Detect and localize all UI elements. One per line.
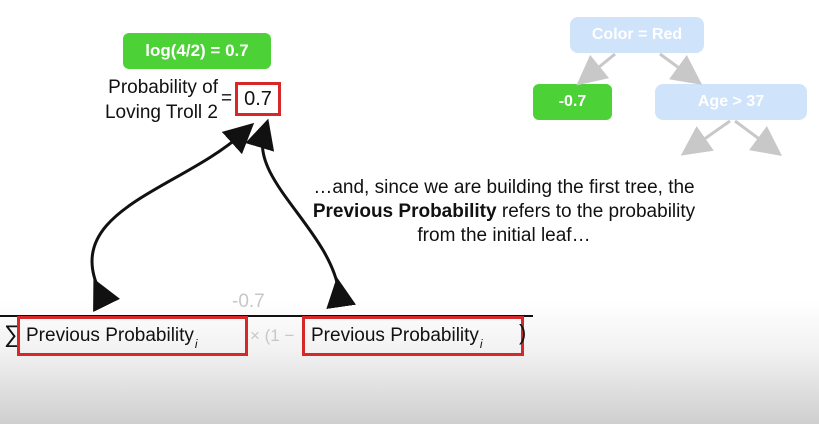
tree-branch-right-arrow — [659, 52, 703, 85]
tree-age-node: Age > 37 — [655, 84, 807, 120]
equals-sign: = — [221, 88, 233, 109]
sum-symbol: ∑ — [4, 321, 22, 348]
term-left-subscript: i — [194, 337, 198, 351]
tree-root-node: Color = Red — [570, 17, 704, 53]
term-right-subscript: i — [479, 337, 483, 351]
fraction-bar — [0, 315, 533, 317]
caption-part2: refers to the probability from the initi… — [417, 201, 696, 246]
curved-arrow-left — [90, 122, 255, 313]
probability-label-line2: Loving Troll 2 — [104, 102, 218, 123]
faded-multiplier: × (1 − — [250, 326, 295, 345]
tree-leaf-value: -0.7 — [533, 84, 612, 120]
term-left-text: Previous Probability — [26, 325, 194, 346]
tree-branch-left-arrow — [576, 52, 616, 86]
term-right-text: Previous Probability — [311, 325, 479, 346]
closing-paren: ) — [519, 320, 527, 345]
probability-label-line1: Probability of — [108, 77, 218, 98]
previous-probability-term-left: Previous Probability i — [17, 316, 248, 356]
log-odds-badge: log(4/2) = 0.7 — [123, 33, 271, 69]
age-branch-left-arrow — [680, 119, 731, 156]
curved-arrow-right — [245, 118, 357, 310]
caption-bold-term: Previous Probability — [312, 201, 497, 222]
caption-part1: …and, since we are building the first tr… — [313, 177, 695, 198]
age-branch-right-arrow — [734, 119, 783, 156]
probability-value-box: 0.7 — [235, 82, 281, 116]
narration-caption: …and, since we are building the first tr… — [300, 176, 708, 248]
previous-probability-term-right: Previous Probability i — [302, 316, 524, 356]
probability-label: Probability of Loving Troll 2 — [82, 75, 218, 125]
